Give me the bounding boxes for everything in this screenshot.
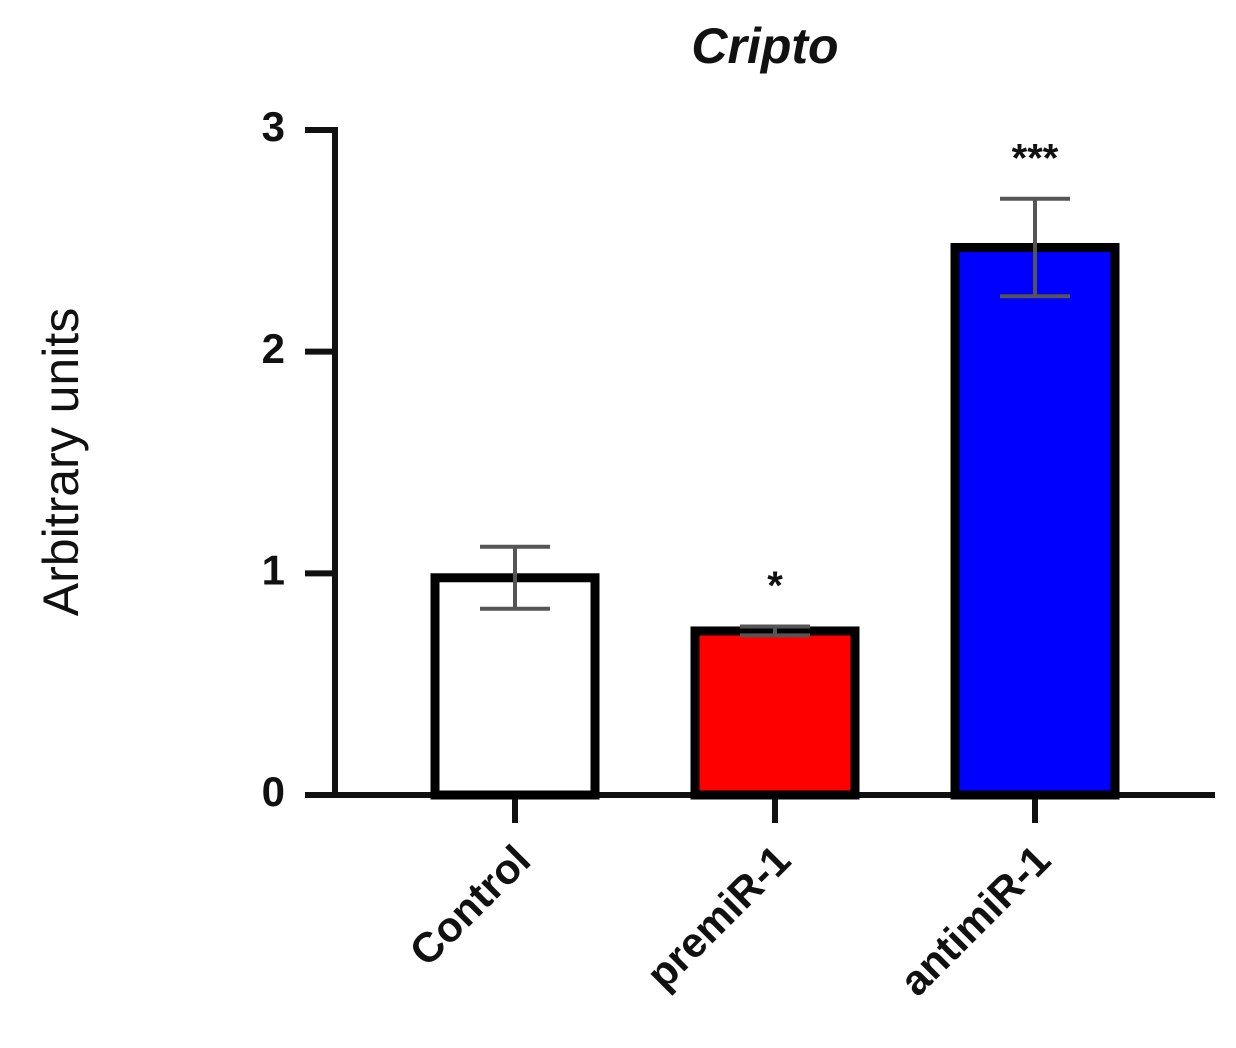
y-tick-label: 0 — [262, 768, 285, 815]
y-tick-label: 1 — [262, 546, 285, 593]
chart-title: Cripto — [691, 18, 838, 74]
x-tick-label: antimiR-1 — [891, 836, 1060, 1005]
significance-label: *** — [1012, 136, 1059, 180]
significance-label: * — [767, 564, 783, 608]
bar — [430, 573, 600, 800]
x-tick-label: premiR-1 — [637, 836, 799, 998]
x-tick-label: Control — [400, 836, 539, 975]
bar — [690, 626, 860, 800]
y-tick-label: 3 — [262, 103, 285, 150]
error-bar — [740, 624, 810, 638]
error-bar — [480, 544, 550, 611]
bar — [950, 242, 1120, 800]
y-tick-label: 2 — [262, 325, 285, 372]
y-axis-label: Arbitrary units — [33, 308, 89, 616]
error-bar — [1000, 196, 1070, 299]
